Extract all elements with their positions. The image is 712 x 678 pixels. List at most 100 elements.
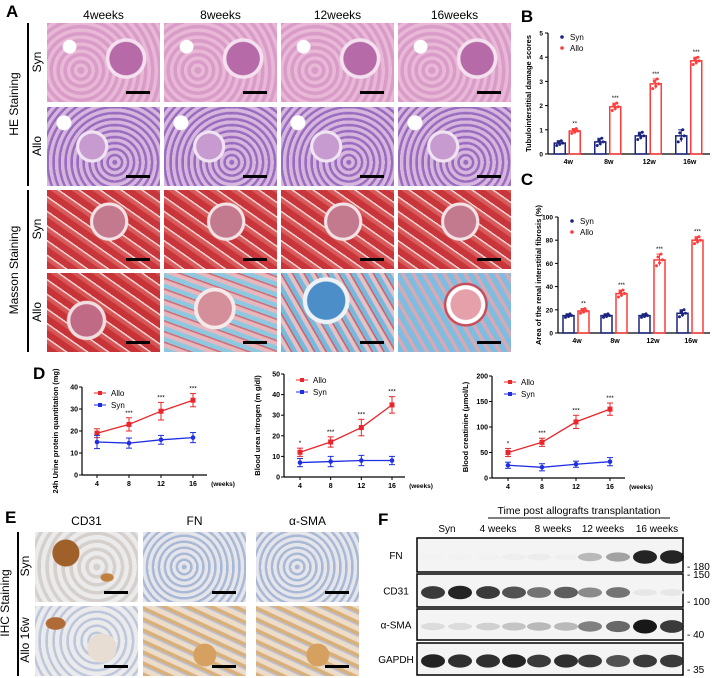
band [554, 622, 578, 631]
data-point [697, 59, 701, 63]
histology-image [281, 107, 394, 186]
lane-group-label: 4 weeks [480, 524, 517, 535]
panel-label-b: B [521, 7, 533, 26]
band [554, 553, 578, 561]
column-header: α-SMA [289, 514, 326, 528]
data-point [651, 87, 655, 91]
ihc-image [256, 606, 359, 676]
significance-label: *** [125, 410, 133, 417]
band [421, 622, 445, 631]
data-point [681, 313, 684, 317]
y-tick-label: 30 [70, 407, 78, 414]
panel-label-d: D [33, 364, 46, 383]
blot-title: Time post allografts transplantation [497, 505, 660, 517]
significance-label: *** [652, 72, 660, 78]
band [421, 586, 445, 599]
histology-image [47, 273, 160, 352]
ihc-image [35, 606, 138, 676]
band [578, 587, 602, 598]
y-tick-label: 0 [549, 331, 553, 338]
data-point [607, 459, 613, 464]
data-point [661, 258, 664, 262]
ihc-image [143, 532, 246, 602]
panel-label-c: C [521, 170, 533, 189]
blot-label: FN [389, 551, 402, 562]
x-tick-label: 8w [610, 338, 620, 345]
significance-label: *** [327, 429, 335, 436]
blot-3 [416, 642, 684, 676]
histology-image [281, 190, 394, 269]
data-point [606, 312, 610, 316]
data-point [682, 134, 686, 138]
data-point [641, 313, 645, 317]
data-point [600, 136, 604, 140]
scale-bar [243, 341, 267, 344]
data-point [678, 315, 681, 319]
data-point [621, 288, 625, 292]
x-tick-label: 8w [604, 159, 614, 166]
series-line [299, 404, 393, 453]
data-point [659, 252, 663, 256]
band [476, 586, 500, 599]
x-tick-label: 12 [572, 484, 580, 491]
data-point [555, 144, 559, 148]
significance-label: *** [693, 50, 701, 56]
legend-marker [560, 46, 564, 50]
significance-label: *** [388, 389, 396, 396]
scale-bar [243, 91, 267, 94]
x-axis-label: (weeks) [211, 481, 235, 488]
bar [615, 292, 628, 334]
x-tick-label: 16 [388, 483, 396, 490]
histology-image [281, 23, 394, 102]
lane-group-label: 12 weeks [582, 524, 624, 535]
band [502, 586, 526, 599]
panel-label-a: A [6, 2, 19, 21]
data-point [573, 130, 577, 134]
scale-bar [126, 175, 150, 178]
data-point [558, 142, 562, 146]
significance-label: * [299, 440, 302, 447]
data-point [697, 235, 701, 239]
x-tick-label: 16 [606, 484, 614, 491]
data-point [158, 437, 164, 443]
significance-label: * [507, 440, 510, 447]
y-tick-label: 0 [276, 475, 280, 482]
legend-marker [508, 380, 512, 384]
data-point [654, 84, 658, 88]
band [660, 654, 684, 668]
y-tick-label: 50 [480, 450, 488, 457]
bar [649, 83, 662, 155]
data-point [640, 130, 644, 134]
data-point [637, 132, 641, 136]
group-bracket [27, 190, 29, 352]
data-point [607, 406, 613, 412]
lane-group-label: 16 weeks [636, 524, 678, 535]
data-point [655, 264, 658, 268]
legend-marker [98, 403, 102, 407]
series-line [507, 408, 611, 454]
data-point [601, 140, 605, 144]
ihc-image [256, 532, 359, 602]
data-point [585, 309, 588, 313]
data-point [561, 141, 565, 145]
data-point [190, 397, 196, 403]
data-point [639, 136, 643, 140]
histology-image [398, 23, 511, 102]
data-point [620, 293, 623, 297]
data-point [618, 290, 622, 294]
series-line [96, 436, 194, 444]
scale-bar [243, 258, 267, 261]
legend-marker [300, 378, 304, 382]
significance-label: *** [656, 247, 664, 253]
band [421, 553, 445, 561]
significance-label: *** [606, 395, 614, 402]
scale-bar [243, 175, 267, 178]
y-tick-label: 200 [476, 374, 488, 381]
legend-label: Syn [313, 388, 327, 397]
data-point [640, 315, 643, 319]
data-point [359, 458, 364, 463]
data-point [94, 439, 100, 445]
y-tick-label: 4 [539, 55, 543, 62]
data-point [573, 461, 579, 467]
bar [691, 239, 704, 334]
